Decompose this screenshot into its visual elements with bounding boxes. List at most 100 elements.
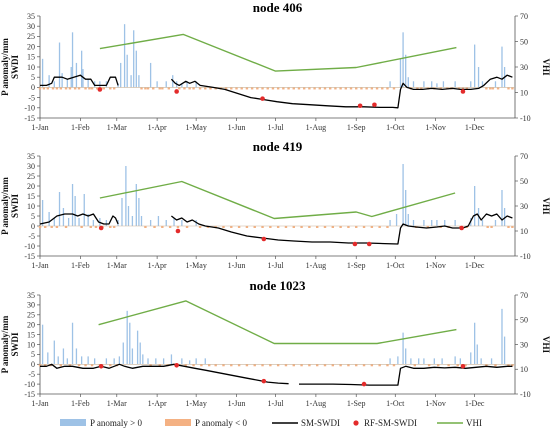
p-anomaly-neg-bar [292, 226, 295, 228]
x-tick-label: 1-Jun [228, 399, 246, 408]
p-anomaly-pos-bar [195, 81, 197, 88]
p-anomaly-pos-bar [61, 73, 63, 88]
p-anomaly-neg-bar [276, 364, 280, 367]
p-anomaly-neg-bar [349, 87, 353, 90]
p-anomaly-pos-bar [131, 348, 134, 365]
p-anomaly-pos-bar [402, 332, 404, 365]
x-tick-label: 1-Dec [465, 123, 485, 132]
p-anomaly-pos-bar [481, 81, 484, 88]
left-tick-label: -15 [24, 114, 35, 123]
p-anomaly-pos-bar [501, 46, 503, 88]
legend: P anomaly > 0 P anomaly < 0 SM-SWDI RF-S… [60, 418, 482, 428]
p-anomaly-neg-bar [370, 226, 374, 228]
p-anomaly-neg-bar [489, 87, 492, 90]
p-anomaly-neg-bar [378, 226, 381, 228]
p-anomaly-neg-bar [284, 364, 288, 367]
p-anomaly-pos-bar [135, 184, 137, 226]
x-tick-label: 1-Aug [306, 261, 326, 270]
p-anomaly-neg-bar [485, 87, 488, 90]
p-anomaly-pos-bar [67, 218, 70, 226]
p-anomaly-neg-bar [447, 364, 450, 367]
x-tick-label: 1-Nov [425, 261, 445, 270]
p-anomaly-pos-bar [147, 358, 149, 365]
p-anomaly-neg-bar [245, 226, 249, 228]
p-anomaly-neg-bar [167, 87, 171, 90]
p-anomaly-neg-bar [209, 87, 212, 90]
p-anomaly-pos-bar [423, 220, 425, 226]
y-axis-label-right: VHI [541, 336, 550, 354]
p-anomaly-neg-bar [102, 87, 105, 90]
p-anomaly-pos-bar [139, 342, 141, 365]
p-anomaly-pos-bar [75, 62, 78, 88]
p-anomaly-pos-bar [405, 190, 407, 226]
p-anomaly-pos-bar [165, 81, 167, 88]
p-anomaly-pos-bar [173, 218, 175, 226]
p-anomaly-neg-bar [378, 364, 381, 367]
p-anomaly-neg-bar [188, 87, 191, 90]
p-anomaly-neg-bar [347, 226, 350, 228]
p-anomaly-neg-bar [365, 87, 368, 90]
p-anomaly-pos-bar [501, 308, 503, 365]
x-tick-label: 1-Oct [386, 123, 405, 132]
p-anomaly-neg-bar [331, 364, 335, 367]
p-anomaly-pos-bar [66, 358, 68, 365]
right-tick-label: 50 [520, 177, 528, 186]
p-anomaly-pos-bar [474, 322, 476, 365]
x-tick-label: 1-Apr [148, 399, 167, 408]
p-anomaly-pos-bar [41, 200, 44, 226]
p-anomaly-pos-bar [66, 79, 68, 88]
p-anomaly-pos-bar [480, 358, 482, 365]
p-anomaly-neg-bar [308, 226, 311, 228]
p-anomaly-neg-bar [276, 87, 280, 90]
left-tick-label: -10 [24, 380, 35, 389]
right-tick-label: 10 [520, 365, 528, 374]
p-anomaly-pos-bar [71, 32, 74, 88]
p-anomaly-neg-bar [329, 87, 332, 90]
p-anomaly-neg-bar [426, 226, 430, 228]
p-anomaly-neg-bar [59, 364, 63, 367]
left-tick-label: 0 [31, 222, 35, 231]
p-anomaly-pos-bar [436, 83, 438, 88]
p-anomaly-pos-bar [402, 32, 404, 88]
p-anomaly-pos-bar [149, 62, 152, 88]
y-axis-label-left-2: SWDI [10, 332, 20, 357]
p-anomaly-neg-bar [339, 364, 342, 367]
p-anomaly-pos-bar [481, 220, 484, 226]
p-anomaly-neg-bar [269, 226, 272, 228]
p-anomaly-neg-bar [245, 364, 249, 367]
p-anomaly-neg-bar [253, 364, 256, 367]
x-tick-label: 1-Feb [71, 123, 90, 132]
p-anomaly-pos-bar [470, 81, 472, 88]
p-anomaly-neg-bar [222, 226, 225, 228]
p-anomaly-neg-bar [90, 364, 94, 367]
p-anomaly-neg-bar [224, 87, 228, 90]
p-anomaly-pos-bar [75, 348, 78, 365]
p-anomaly-pos-bar [459, 358, 461, 365]
p-anomaly-neg-bar [153, 226, 156, 228]
x-tick-label: 1-Sep [347, 123, 366, 132]
p-anomaly-pos-bar [80, 50, 83, 88]
p-anomaly-pos-bar [99, 81, 101, 88]
p-anomaly-pos-bar [92, 220, 95, 226]
p-anomaly-pos-bar [87, 214, 89, 226]
p-anomaly-pos-bar [436, 220, 438, 226]
x-tick-label: 1-Apr [148, 261, 167, 270]
p-anomaly-pos-bar [195, 358, 197, 365]
p-anomaly-neg-bar [42, 87, 46, 90]
p-anomaly-neg-bar [230, 226, 233, 228]
p-anomaly-neg-bar [261, 364, 264, 367]
x-tick-label: 1-May [186, 399, 207, 408]
x-tick-label: 1-May [186, 261, 207, 270]
p-anomaly-neg-bar [44, 364, 47, 367]
p-anomaly-neg-bar [507, 364, 510, 367]
chart-panel: node 406-15-10-505101520253035-101030507… [0, 0, 550, 132]
p-anomaly-neg-bar [84, 364, 87, 367]
p-anomaly-pos-bar [130, 75, 132, 88]
p-anomaly-neg-bar [308, 364, 311, 367]
p-anomaly-neg-bar [344, 87, 348, 90]
y-axis-label-left-2: SWDI [10, 194, 20, 219]
p-anomaly-neg-bar [287, 87, 290, 90]
p-anomaly-neg-bar [185, 226, 189, 228]
right-tick-label: 50 [520, 316, 528, 325]
